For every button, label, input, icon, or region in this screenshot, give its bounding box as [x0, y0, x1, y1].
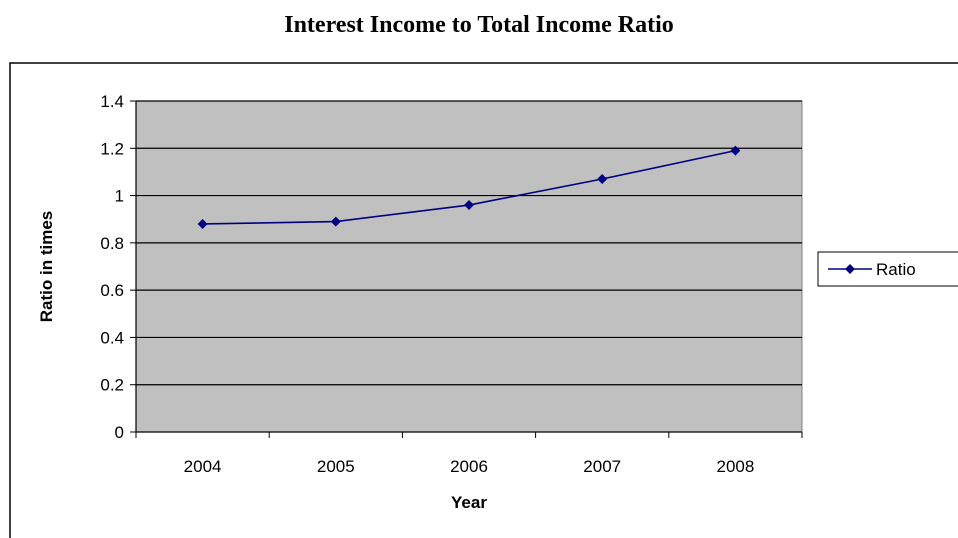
data-point	[197, 218, 208, 229]
data-point	[597, 174, 608, 185]
x-tick-label: 2006	[450, 457, 488, 476]
legend-label: Ratio	[876, 260, 916, 279]
x-tick-labels: 2004 2005 2006 2007 2008	[184, 457, 755, 476]
x-tick-label: 2004	[184, 457, 222, 476]
data-point	[464, 200, 474, 211]
x-tick-label: 2007	[583, 457, 621, 476]
gridlines	[136, 100, 802, 386]
y-tick-label: 0	[115, 423, 124, 442]
y-tick-label: 0.2	[100, 376, 124, 395]
x-axis-title: Year	[451, 493, 487, 512]
series-ratio	[197, 145, 741, 229]
data-point	[330, 216, 341, 227]
legend: Ratio	[817, 251, 958, 287]
y-tick-label: 1	[115, 187, 124, 206]
y-tick-label: 1.2	[100, 139, 124, 158]
y-tick-label: 0.4	[100, 328, 124, 347]
x-tick-label: 2008	[716, 457, 754, 476]
y-tick-labels: 0 0.2 0.4 0.6 0.8 1 1.2 1.4	[100, 92, 124, 442]
plot-area	[135, 100, 803, 433]
y-tick-label: 0.8	[100, 234, 124, 253]
y-tick-label: 0.6	[100, 281, 124, 300]
y-axis-title: Ratio in times	[37, 211, 56, 322]
axes	[130, 100, 803, 438]
chart-area-border	[9, 62, 958, 538]
y-tick-label: 1.4	[100, 92, 124, 111]
data-point	[730, 145, 741, 156]
chart-title: Interest Income to Total Income Ratio	[284, 12, 674, 38]
legend-marker	[845, 264, 855, 274]
x-tick-label: 2005	[317, 457, 355, 476]
